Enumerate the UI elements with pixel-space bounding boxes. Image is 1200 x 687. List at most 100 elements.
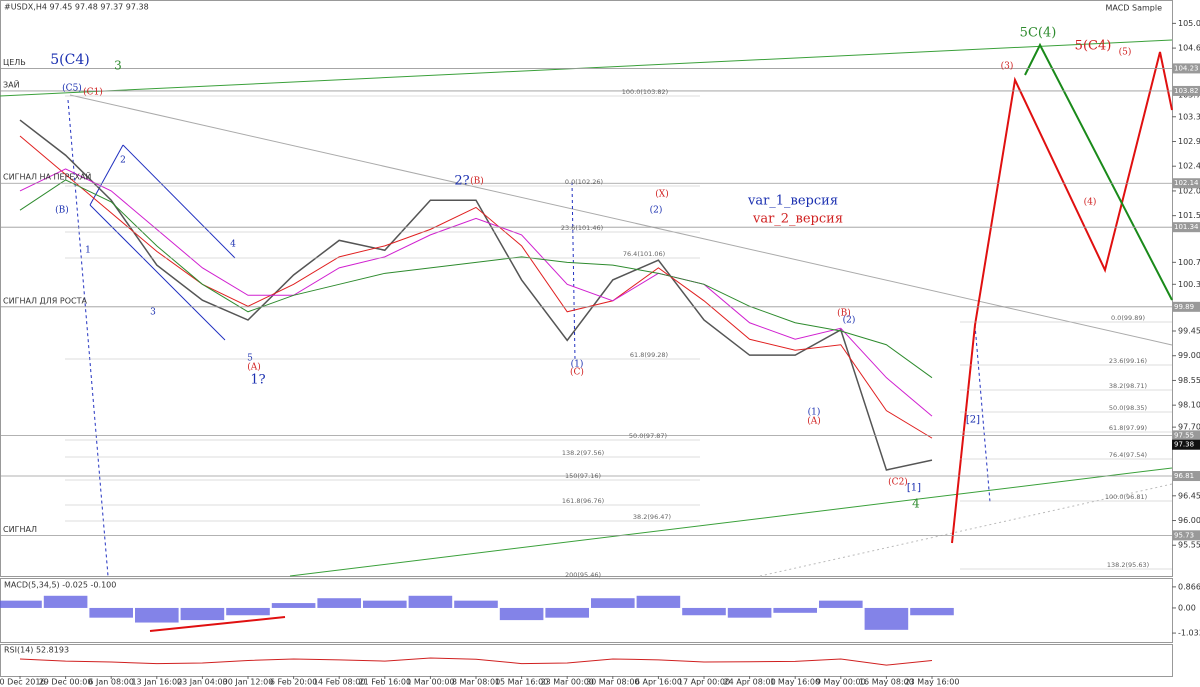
fib-label: 61.8(99.28) [630, 351, 668, 359]
macd-bar [910, 607, 954, 616]
fib-label: 200(95.46) [565, 571, 601, 579]
macd-bar [545, 607, 589, 618]
fib-label: 138.2(95.63) [1107, 561, 1149, 569]
y-tick-label: 96.45 [1178, 491, 1200, 500]
indicator-line [19, 168, 933, 417]
macd-bar [180, 607, 225, 621]
x-tick-label: 6 Jan 08:00 [88, 678, 134, 687]
y-tick-label: 101.55 [1178, 211, 1200, 220]
trend-line [0, 39, 1173, 97]
wave-label: var_1_версия [747, 194, 838, 209]
level-value: 103.82 [1174, 87, 1199, 95]
wave-label: (X) [655, 189, 668, 200]
fib-label: 100.0(96.81) [1105, 493, 1147, 501]
wave-label: 2 [120, 156, 126, 166]
x-tick-label: 8 Mar 08:00 [452, 678, 500, 687]
y-tick-label: 105.05 [1178, 19, 1200, 28]
wave-label: 3 [150, 308, 156, 318]
y-tick-label: 97.70 [1178, 423, 1200, 432]
y-tick-label: 99.45 [1178, 327, 1200, 336]
y-tick-label: 104.60 [1178, 44, 1200, 53]
main-panel [0, 0, 1173, 577]
trend-line [69, 94, 1173, 346]
x-tick-label: 16 May 08:00 [859, 678, 914, 687]
wave-label: 5C(4) [1020, 26, 1057, 41]
channel-line [122, 144, 236, 259]
macd-bar [864, 607, 909, 630]
x-tick-label: 13 Jan 16:00 [131, 678, 182, 687]
macd-bar [271, 603, 316, 608]
macd-bar [135, 607, 179, 623]
wave-label: (B) [470, 176, 484, 187]
macd-bar [363, 600, 407, 608]
macd-bar [408, 595, 453, 608]
forecast-var1 [1024, 42, 1173, 301]
x-tick-label: 14 Feb 08:00 [313, 678, 365, 687]
x-tick-label: 23 May 16:00 [905, 678, 960, 687]
x-tick-label: 15 Mar 16:00 [495, 678, 548, 687]
fib-label: 23.6(101.46) [561, 224, 603, 232]
x-tick-label: 24 Apr 08:00 [724, 678, 776, 687]
indicator-line [19, 135, 933, 439]
macd-bar [0, 600, 42, 608]
macd-bar [773, 607, 817, 613]
y-tick-label: 98.55 [1178, 376, 1200, 385]
macd-bar [499, 607, 544, 621]
level-box [1172, 430, 1200, 441]
x-tick-label: 20 Dec 2016 [0, 678, 46, 687]
wave-label: 1? [250, 373, 265, 388]
x-tick-label: 23 Mar 00:00 [540, 678, 593, 687]
y-tick-label: 100.70 [1178, 258, 1200, 267]
wave-label: (B) [837, 308, 851, 319]
wave-label: 1 [85, 246, 91, 256]
price-line [19, 119, 933, 471]
trend-line [759, 483, 1173, 577]
macd-bar [591, 598, 635, 608]
macd-bar [226, 607, 270, 616]
fib-label: 23.6(99.16) [1109, 357, 1147, 365]
level-value: 97.55 [1174, 431, 1194, 439]
level-value: 95.73 [1174, 531, 1194, 539]
level-value: 99.89 [1174, 303, 1194, 311]
x-tick-label: 17 Apr 00:00 [678, 678, 730, 687]
fib-label: 38.2(96.47) [633, 513, 671, 521]
wave-label: (2) [650, 205, 663, 216]
level-value: 96.81 [1174, 472, 1194, 480]
wave-label: [1] [907, 483, 921, 494]
wave-label: (4) [1084, 197, 1097, 208]
y-tick-label: 0.866 [1178, 582, 1200, 591]
x-tick-label: 9 May 00:00 [816, 678, 866, 687]
macd-bar [454, 600, 498, 608]
x-tick-label: 21 Feb 16:00 [359, 678, 411, 687]
y-tick-label: 102.90 [1178, 137, 1200, 146]
wave-label: (3) [1001, 61, 1014, 72]
wave-label: (1) [808, 407, 821, 418]
y-tick-label: -1.033 [1178, 629, 1200, 638]
wave-label: 5(C4) [50, 52, 89, 68]
trend-line [289, 467, 1173, 577]
wave-label: (C) [570, 367, 584, 378]
indicator-line [19, 657, 933, 666]
macd-bar [636, 595, 681, 608]
level-box [1172, 63, 1200, 74]
x-tick-label: 1 May 16:00 [770, 678, 820, 687]
level-label: СИГНАЛ НА ПЕРЕХАЙ [3, 171, 91, 182]
x-tick-label: 6 Apr 16:00 [635, 678, 682, 687]
level-value: 104.23 [1174, 64, 1199, 72]
level-label: ЗАЙ [3, 78, 20, 89]
fib-label: 161.8(96.76) [562, 497, 604, 505]
expert-label: MACD Sample [1105, 4, 1162, 13]
wave-label: (A) [247, 362, 261, 373]
macd-panel [0, 578, 1173, 643]
wave-label: (1) [571, 359, 584, 370]
macd-bar [317, 598, 361, 608]
x-tick-label: 6 Feb 20:00 [270, 678, 317, 687]
y-tick-label: 95.55 [1178, 541, 1200, 550]
fib-label: 150(97.16) [565, 472, 601, 480]
level-label: СИГНАЛ [3, 525, 37, 534]
chart-title: #USDX,H4 97.45 97.48 97.37 97.38 [4, 3, 149, 12]
fib-label: 76.4(97.54) [1109, 451, 1147, 459]
macd-title: MACD(5,34,5) -0.025 -0.100 [4, 581, 116, 590]
